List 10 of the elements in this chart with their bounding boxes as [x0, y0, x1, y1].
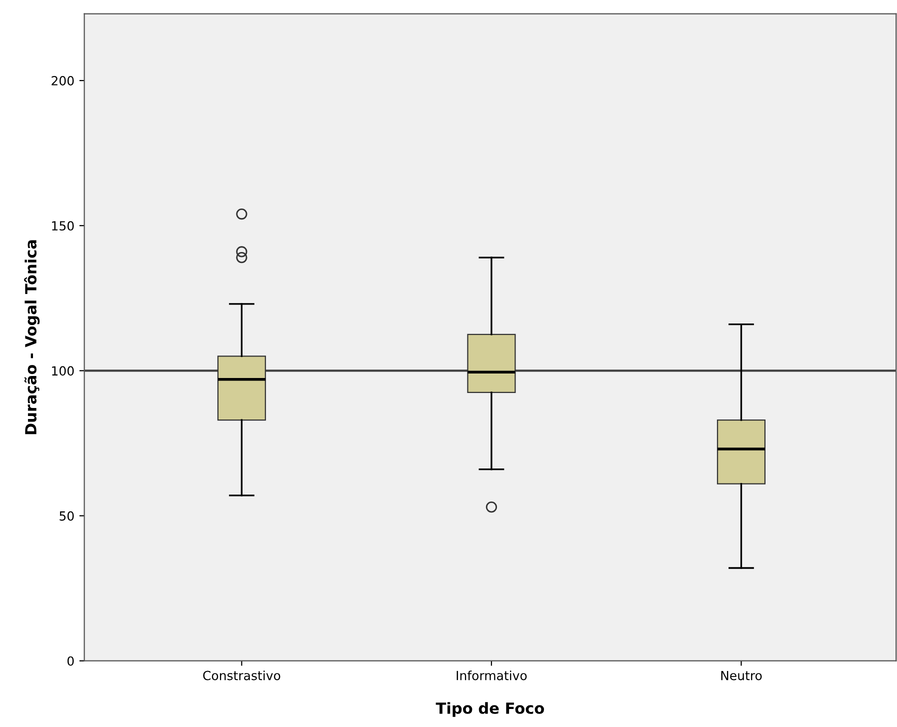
y-tick-label: 150 — [52, 221, 74, 231]
x-tick-label: Constrastivo — [203, 670, 280, 680]
y-axis-title: Duração - Vogal Tônica — [24, 240, 40, 434]
y-tick-label: 50 — [60, 511, 74, 521]
x-tick-label: Neutro — [721, 670, 762, 680]
y-tick-label: 200 — [52, 76, 74, 86]
x-axis-title: Tipo de Foco — [436, 702, 544, 717]
y-tick-label: 100 — [52, 366, 74, 376]
x-tick-label: Informativo — [456, 670, 527, 680]
y-tick-label: 0 — [67, 656, 74, 666]
